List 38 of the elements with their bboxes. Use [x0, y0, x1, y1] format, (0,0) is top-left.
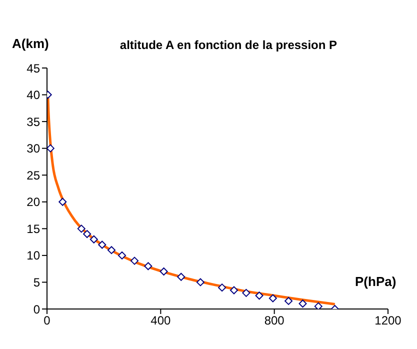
y-axis-title: A(km) — [12, 36, 49, 51]
y-tick-label: 35 — [26, 114, 40, 129]
y-tick-label: 5 — [33, 275, 40, 290]
point — [83, 230, 92, 238]
chart-title: altitude A en fonction de la pression P — [120, 38, 338, 52]
y-tick-label: 40 — [26, 88, 40, 102]
point — [160, 268, 168, 276]
point — [218, 284, 226, 292]
point — [118, 251, 126, 260]
x-tick-label: 0 — [44, 314, 51, 328]
point — [177, 272, 186, 281]
x-axis-title: P(hPa) — [355, 274, 396, 289]
point — [255, 292, 264, 300]
point — [284, 296, 293, 305]
point — [98, 240, 106, 249]
point — [268, 294, 277, 302]
point — [47, 144, 54, 152]
point — [314, 302, 322, 309]
point — [108, 246, 116, 254]
point — [90, 235, 98, 244]
point — [242, 288, 250, 297]
point — [230, 286, 238, 294]
y-tick-label: 30 — [26, 142, 40, 156]
y-tick-label: 0 — [33, 302, 40, 316]
point — [144, 262, 152, 270]
y-tick-label: 45 — [26, 61, 40, 76]
point — [77, 224, 86, 233]
x-tick-label: 800 — [264, 314, 285, 328]
y-tick-label: 15 — [26, 222, 40, 236]
point — [196, 278, 204, 286]
y-tick-label: 25 — [26, 168, 40, 182]
point — [298, 300, 307, 308]
y-tick-label: 20 — [26, 195, 40, 210]
point — [58, 198, 67, 206]
x-tick-label: 1200 — [374, 314, 402, 328]
point — [130, 256, 139, 265]
x-tick-label: 400 — [150, 314, 171, 328]
y-tick-label: 10 — [26, 248, 40, 263]
